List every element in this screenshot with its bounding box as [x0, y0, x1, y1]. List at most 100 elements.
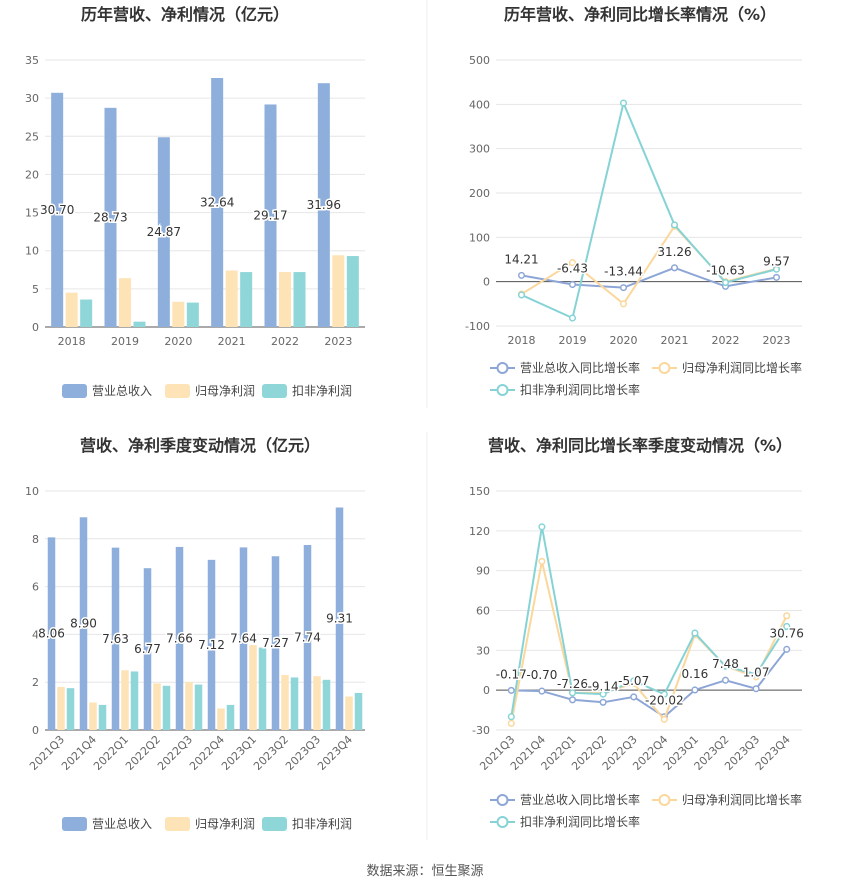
legend-label: 营业总收入同比增长率 [520, 360, 640, 375]
bar-revenue [317, 83, 330, 327]
data-point [721, 662, 730, 670]
data-point [721, 279, 730, 287]
bar-revenue [175, 546, 184, 730]
bar-revenue [335, 507, 344, 730]
data-label: 31.26 [657, 245, 691, 259]
bar-net-profit [185, 682, 193, 730]
series-line [521, 99, 777, 320]
data-label: 7.48 [712, 657, 739, 671]
bar-revenue [271, 556, 280, 730]
series-line [510, 526, 788, 717]
y-tick-label: 10 [25, 245, 39, 258]
x-tick-label: 2022 [271, 335, 299, 348]
chart-title: 营收、净利季度变动情况（亿元） [80, 436, 320, 455]
legend-label: 归母净利润 [195, 817, 255, 831]
x-tick-label: 2020 [610, 334, 638, 347]
data-point [568, 280, 577, 289]
bar-deducted-profit [346, 256, 359, 327]
y-tick-label: 0 [32, 321, 39, 334]
bar-revenue [207, 559, 216, 730]
data-point [752, 670, 760, 678]
legend-label: 营业总收入 [92, 817, 152, 831]
data-label: -20.02 [645, 694, 684, 708]
data-label: 7.63 [102, 632, 129, 646]
y-tick-label: 400 [469, 98, 490, 111]
y-tick-label: 15 [25, 207, 39, 220]
y-tick-label: 90 [476, 565, 490, 578]
data-point [783, 612, 791, 620]
legend-swatch [262, 384, 287, 398]
bar-revenue [47, 537, 56, 730]
data-point [568, 314, 577, 322]
y-tick-label: 6 [32, 581, 39, 594]
legend-swatch [62, 384, 87, 398]
y-tick-label: 150 [469, 485, 490, 498]
x-tick-label: 2022 [712, 334, 740, 347]
legend-marker [496, 384, 509, 396]
bar-revenue [303, 545, 312, 730]
data-label: -5.07 [618, 674, 649, 688]
data-label: -13.44 [604, 265, 643, 279]
bar-net-profit [217, 708, 225, 730]
bar-deducted-profit [66, 688, 75, 730]
data-point [660, 715, 668, 723]
data-label: -0.17 [496, 667, 527, 681]
y-tick-label: 35 [25, 54, 39, 67]
data-point [772, 273, 781, 281]
data-label: 31.96 [307, 198, 341, 212]
data-point [568, 689, 577, 697]
bar-deducted-profit [133, 321, 146, 327]
chart-title: 历年营收、净利情况（亿元） [81, 5, 289, 24]
data-label: 28.73 [93, 210, 127, 224]
data-point [619, 300, 628, 308]
data-point [752, 685, 760, 693]
data-label: 8.06 [38, 627, 65, 641]
bar-net-profit [121, 670, 129, 730]
data-point [660, 690, 668, 698]
bar-net-profit [153, 683, 161, 730]
x-tick-label: 2020 [164, 335, 192, 348]
data-label: 9.31 [326, 612, 353, 626]
series-line [521, 266, 777, 289]
bar-deducted-profit [80, 299, 93, 327]
y-tick-label: 200 [469, 187, 490, 200]
annual-values-chart: 历年营收、净利情况（亿元） 0 5 10 15 20 25 30 35 2018 2019 2020 2… [25, 5, 365, 398]
bar-deducted-profit [162, 685, 171, 730]
legend-label: 归母净利润同比增长率 [682, 792, 802, 807]
bar-deducted-profit [226, 704, 235, 730]
chart-title: 历年营收、净利同比增长率情况（%） [504, 5, 776, 24]
legend-label: 扣非净利润 [292, 817, 352, 831]
data-point [721, 676, 730, 684]
data-label: 32.64 [200, 196, 234, 210]
bar-net-profit [345, 696, 353, 730]
bar-net-profit [313, 676, 321, 730]
data-point [568, 696, 577, 704]
data-label: 1.07 [743, 666, 770, 680]
data-label: 0.16 [682, 667, 709, 681]
chart-title: 营收、净利同比增长率季度变动情况（%） [488, 436, 792, 455]
data-point [517, 271, 526, 279]
data-label: 7.64 [230, 632, 257, 646]
bar-revenue [51, 92, 64, 327]
bar-deducted-profit [186, 302, 199, 327]
data-point [507, 686, 515, 694]
bar-deducted-profit [322, 679, 331, 730]
data-label: 30.70 [40, 203, 74, 217]
bar-deducted-profit [354, 692, 363, 730]
data-label: 14.21 [504, 252, 538, 266]
y-tick-label: 4 [32, 628, 39, 641]
x-tick-label: 2019 [559, 334, 587, 347]
x-tick-label: 2023 [763, 334, 791, 347]
quarterly-growth-chart: 营收、净利同比增长率季度变动情况（%）-3003060901201502021Q… [469, 436, 805, 829]
series-line [511, 648, 788, 718]
bar-net-profit [172, 301, 185, 327]
bar-revenue [111, 547, 120, 730]
bar-net-profit [57, 686, 65, 730]
x-tick-label: 2018 [58, 335, 86, 348]
data-point [772, 265, 781, 273]
y-tick-label: 0 [32, 724, 39, 737]
data-point [507, 719, 515, 727]
y-tick-label: 500 [469, 54, 490, 67]
bar-revenue [239, 547, 248, 730]
